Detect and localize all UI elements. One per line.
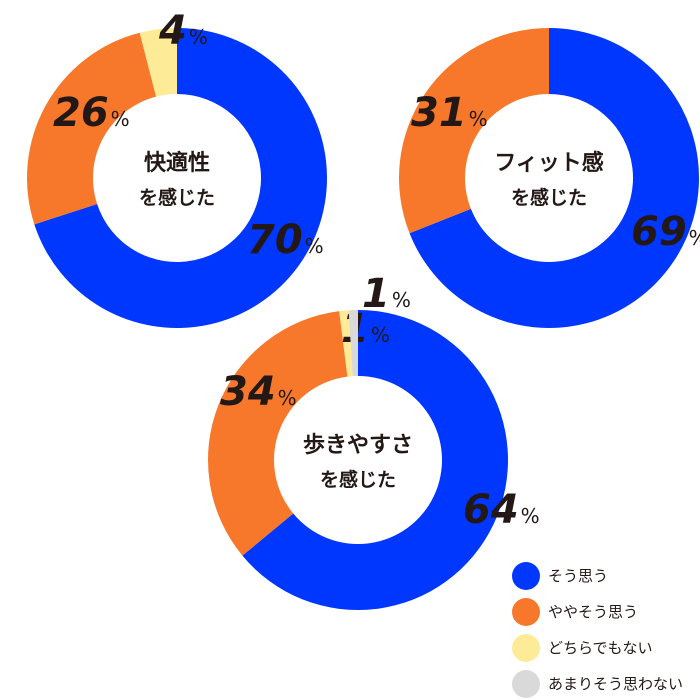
data-label: 64% [463, 487, 540, 533]
center-label-sub: を感じた [320, 468, 396, 491]
data-label-unit: % [278, 386, 297, 410]
data-label-unit: % [392, 288, 411, 312]
center-label-main: フィット感 [494, 150, 604, 176]
data-label-value: 26 [53, 90, 109, 136]
legend-swatch [512, 634, 540, 662]
center-label-main: 快適性 [144, 150, 210, 176]
data-label-value: 31 [411, 90, 467, 136]
slice-4 [348, 310, 358, 377]
data-label: 1% [362, 271, 411, 317]
data-label-value: 70 [247, 217, 303, 263]
legend-label: そう思う [548, 567, 608, 585]
center-label-main: 歩きやすさ [303, 433, 413, 458]
data-label-value: 34 [220, 369, 276, 415]
legend-swatch [512, 670, 540, 698]
slice-2 [208, 311, 348, 556]
data-label: 26% [53, 90, 130, 136]
data-label-unit: % [189, 25, 208, 49]
data-label: 4% [158, 8, 208, 54]
legend-swatch [512, 562, 540, 590]
data-label-unit: % [689, 226, 700, 250]
slice-3 [139, 28, 177, 97]
data-label-unit: % [111, 107, 130, 131]
data-label: 70% [247, 217, 324, 263]
data-label-value: 64 [463, 487, 519, 533]
slice-2 [26, 32, 157, 225]
data-label: 34% [220, 369, 297, 415]
slice-1 [242, 310, 508, 610]
center-label-sub: を感じた [139, 186, 215, 209]
slice-1 [34, 28, 327, 328]
data-label: 69% [631, 209, 700, 255]
slice-1 [409, 28, 699, 328]
data-label-value: 69 [631, 209, 687, 255]
slice-2 [398, 28, 549, 234]
center-label-sub: を感じた [511, 186, 587, 209]
data-label-unit: % [521, 504, 540, 528]
data-label-unit: % [469, 107, 488, 131]
legend-label: あまりそう思わない [548, 675, 683, 693]
data-label-unit: % [305, 234, 324, 258]
legend-label: どちらでもない [548, 639, 653, 657]
data-label-value: 4 [158, 8, 187, 54]
data-label: 31% [411, 90, 488, 136]
legend-label: ややそう思う [548, 603, 638, 621]
data-label-unit: % [371, 323, 390, 347]
data-label-value: 1 [362, 271, 390, 317]
legend-swatch [512, 598, 540, 626]
slice-3 [339, 310, 353, 377]
